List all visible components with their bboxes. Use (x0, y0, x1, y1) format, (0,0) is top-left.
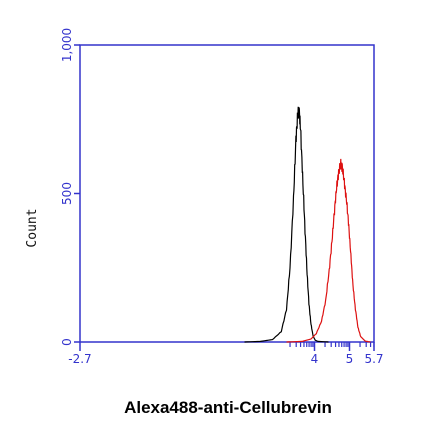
plot-layer: 0 500 1,000 -2.7 4 5 5.7 (60, 28, 384, 366)
y-axis-title: Count (25, 208, 40, 247)
y-tick-label: 1,000 (60, 28, 74, 62)
series-line-0 (244, 106, 329, 343)
x-tick-label: 5 (346, 352, 354, 366)
series-line-1 (286, 158, 371, 343)
y-tick-label: 0 (60, 338, 74, 346)
x-tick-label: 4 (311, 352, 319, 366)
y-tick-label: 500 (60, 182, 74, 205)
plot-frame (79, 44, 375, 343)
x-tick-label: -2.7 (68, 352, 91, 366)
x-axis-title: Alexa488-anti-Cellubrevin (124, 398, 332, 417)
x-tick-label: 5.7 (364, 352, 383, 366)
